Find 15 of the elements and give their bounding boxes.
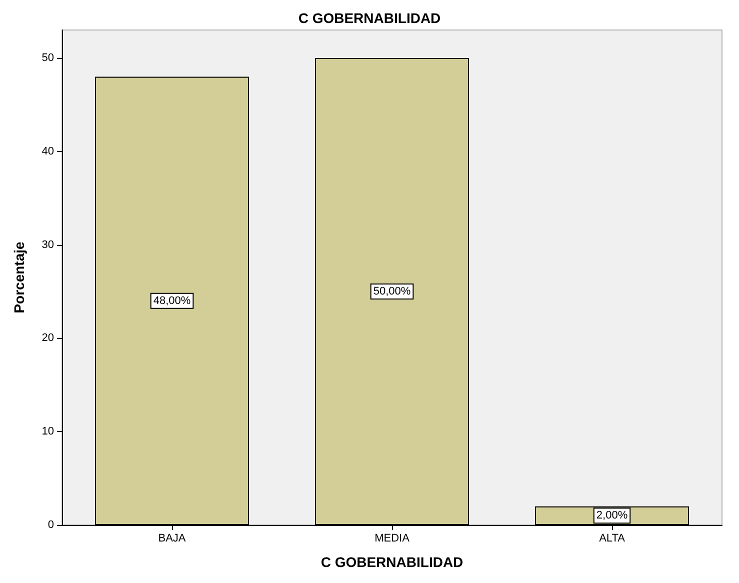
y-tick-label: 0: [48, 519, 54, 531]
x-tick-label: ALTA: [599, 532, 626, 544]
y-tick-label: 20: [42, 332, 54, 344]
data-label: 50,00%: [373, 286, 411, 298]
chart-title: C GOBERNABILIDAD: [298, 10, 441, 26]
y-tick-label: 30: [42, 238, 54, 251]
y-tick-label: 40: [42, 145, 54, 158]
x-axis-title: C GOBERNABILIDAD: [320, 554, 464, 570]
x-tick-label: BAJA: [158, 532, 186, 544]
y-axis-title: Porcentaje: [11, 241, 27, 314]
data-label: 2,00%: [596, 510, 628, 522]
x-tick-label: MEDIA: [374, 532, 410, 544]
data-label: 48,00%: [153, 294, 191, 307]
y-tick-label: 10: [42, 426, 54, 438]
y-tick-label: 50: [42, 52, 54, 64]
